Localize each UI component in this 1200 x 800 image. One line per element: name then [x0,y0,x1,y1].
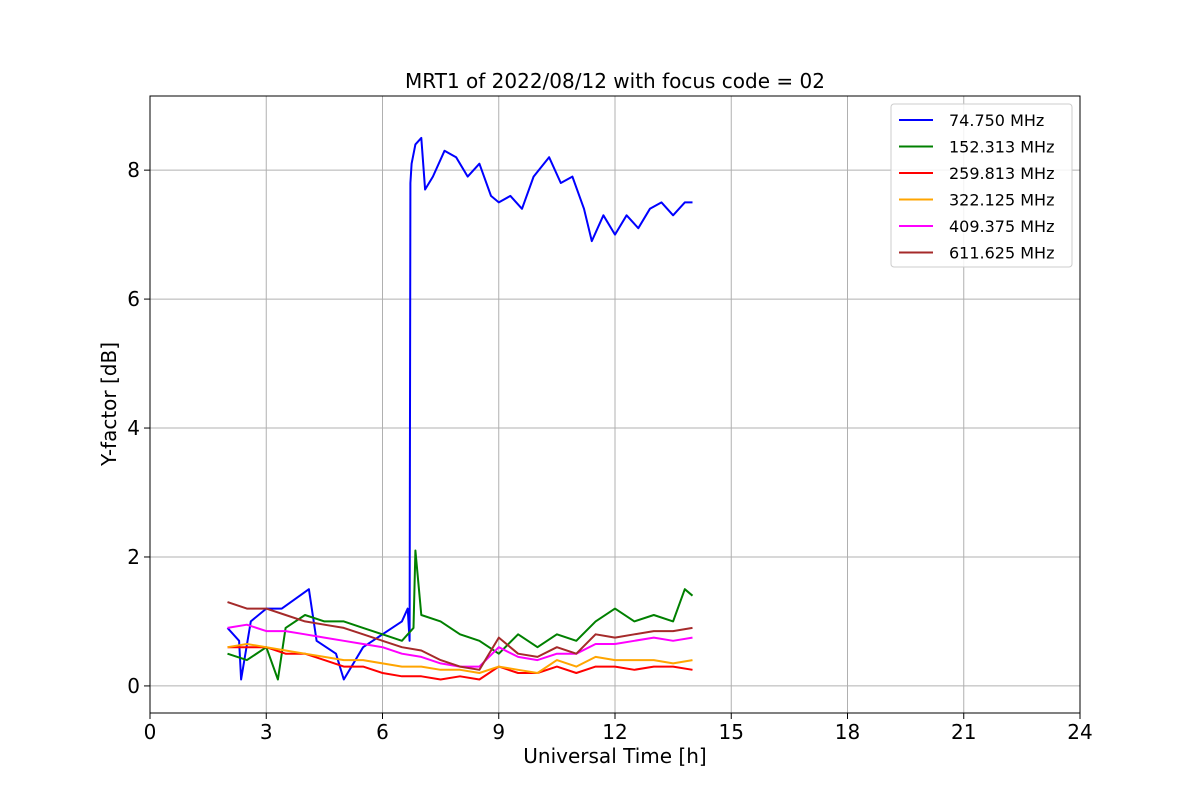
series-line [227,643,693,674]
legend-label: 74.750 MHz [949,111,1044,130]
x-tick-label: 18 [835,720,860,744]
y-tick-label: 0 [127,674,140,698]
legend-label: 611.625 MHz [949,244,1054,263]
y-tick-label: 4 [127,416,140,440]
x-tick-label: 12 [602,720,627,744]
series-line [226,136,693,681]
y-tick-label: 6 [127,287,140,311]
x-tick-label: 0 [144,720,157,744]
legend-label: 322.125 MHz [949,191,1054,210]
x-tick-label: 24 [1067,720,1092,744]
x-axis: 0 3 6 9 12 15 18 21 24 [144,713,1093,744]
y-tick-label: 2 [127,545,140,569]
y-tick-label: 8 [127,158,140,182]
x-tick-label: 21 [951,720,976,744]
series-line [227,601,693,671]
x-tick-label: 6 [376,720,389,744]
y-axis-title: Y-factor [dB] [97,342,121,467]
x-tick-label: 9 [492,720,505,744]
y-axis: 0 2 4 6 8 [127,158,150,698]
legend-label: 152.313 MHz [949,138,1054,157]
legend-label: 259.813 MHz [949,164,1054,183]
x-tick-label: 15 [719,720,744,744]
chart-title: MRT1 of 2022/08/12 with focus code = 02 [405,69,825,93]
x-axis-title: Universal Time [h] [523,744,706,768]
x-tick-label: 3 [260,720,273,744]
legend-frame [890,103,1073,268]
legend-label: 409.375 MHz [949,217,1054,236]
legend: 74.750 MHz 152.313 MHz 259.813 MHz 322.125 … [890,103,1073,268]
plot-lines [226,136,694,681]
